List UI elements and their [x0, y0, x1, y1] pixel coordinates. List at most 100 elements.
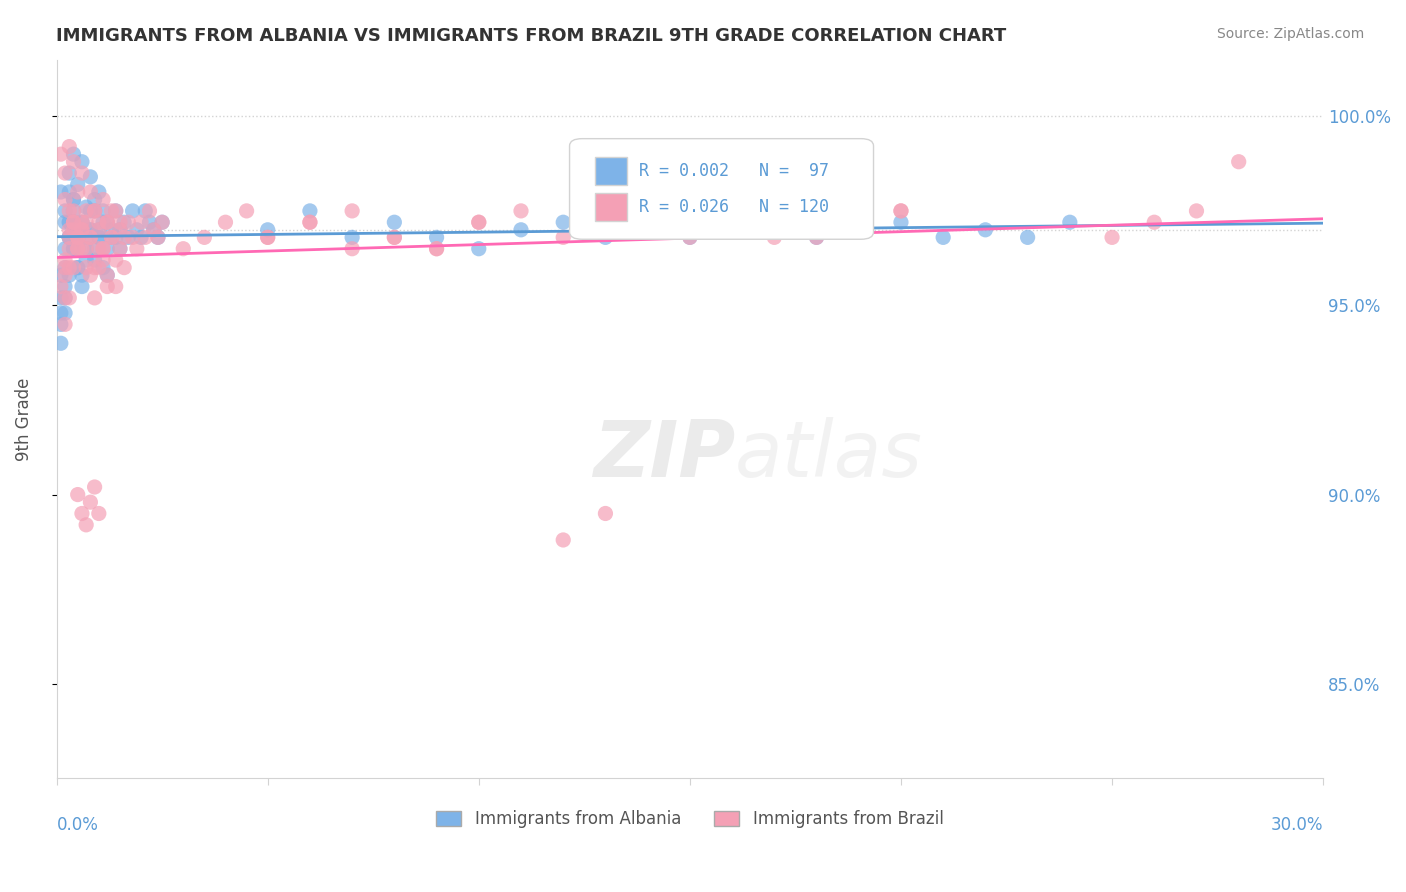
Point [91, 193, 114, 207]
Point [595, 215, 617, 229]
Point [121, 203, 143, 218]
Point [79, 223, 101, 237]
Point [79, 203, 101, 218]
Point [890, 215, 912, 229]
Point [58, 291, 80, 305]
Point [256, 230, 278, 244]
Point [848, 215, 870, 229]
Point [58, 166, 80, 180]
Point [121, 230, 143, 244]
Point [70, 223, 93, 237]
Point [150, 215, 173, 229]
Point [62, 215, 84, 229]
Point [129, 215, 152, 229]
Point [66, 230, 89, 244]
Point [146, 230, 169, 244]
Point [75, 260, 97, 275]
Point [890, 203, 912, 218]
Point [70, 507, 93, 521]
Point [62, 242, 84, 256]
Point [104, 203, 127, 218]
Point [53, 260, 76, 275]
Legend: Immigrants from Albania, Immigrants from Brazil: Immigrants from Albania, Immigrants from… [430, 804, 950, 835]
Point [83, 291, 105, 305]
Point [426, 242, 449, 256]
Point [100, 230, 122, 244]
Point [79, 268, 101, 283]
Point [70, 268, 93, 283]
Point [66, 230, 89, 244]
Point [108, 223, 131, 237]
Point [510, 223, 533, 237]
Point [112, 215, 135, 229]
Point [58, 215, 80, 229]
Point [83, 203, 105, 218]
Point [70, 154, 93, 169]
Y-axis label: 9th Grade: 9th Grade [15, 377, 32, 460]
Point [62, 260, 84, 275]
Point [108, 242, 131, 256]
Point [298, 203, 321, 218]
Point [112, 260, 135, 275]
Point [340, 230, 363, 244]
Point [66, 242, 89, 256]
Point [70, 215, 93, 229]
Point [58, 242, 80, 256]
Point [70, 279, 93, 293]
Point [108, 223, 131, 237]
Point [58, 223, 80, 237]
Point [1143, 215, 1166, 229]
Point [70, 223, 93, 237]
Text: atlas: atlas [735, 417, 924, 493]
Point [340, 203, 363, 218]
Point [193, 230, 215, 244]
Point [553, 230, 575, 244]
Point [806, 230, 828, 244]
Point [75, 517, 97, 532]
Point [87, 223, 110, 237]
Point [87, 215, 110, 229]
Point [53, 268, 76, 283]
Point [426, 242, 449, 256]
Point [890, 203, 912, 218]
Point [58, 230, 80, 244]
Point [53, 203, 76, 218]
Point [49, 318, 72, 332]
Point [382, 230, 405, 244]
Point [100, 230, 122, 244]
Point [83, 193, 105, 207]
Point [100, 223, 122, 237]
Point [553, 215, 575, 229]
Point [1059, 215, 1081, 229]
Point [66, 223, 89, 237]
Point [62, 193, 84, 207]
Point [595, 507, 617, 521]
Point [62, 215, 84, 229]
Point [75, 230, 97, 244]
Point [100, 230, 122, 244]
Point [104, 230, 127, 244]
Point [974, 223, 997, 237]
Point [468, 242, 491, 256]
Point [104, 253, 127, 268]
Point [53, 291, 76, 305]
Point [91, 260, 114, 275]
Point [340, 242, 363, 256]
Point [83, 260, 105, 275]
Point [214, 215, 236, 229]
Point [62, 154, 84, 169]
Point [66, 260, 89, 275]
Text: R = 0.002   N =  97: R = 0.002 N = 97 [640, 162, 830, 180]
Point [96, 279, 118, 293]
Point [721, 223, 744, 237]
Point [79, 230, 101, 244]
Point [75, 253, 97, 268]
Point [100, 203, 122, 218]
Text: IMMIGRANTS FROM ALBANIA VS IMMIGRANTS FROM BRAZIL 9TH GRADE CORRELATION CHART: IMMIGRANTS FROM ALBANIA VS IMMIGRANTS FR… [56, 27, 1007, 45]
Point [66, 230, 89, 244]
Point [53, 166, 76, 180]
Text: ZIP: ZIP [593, 417, 735, 493]
Point [53, 253, 76, 268]
Point [142, 223, 165, 237]
Point [256, 230, 278, 244]
